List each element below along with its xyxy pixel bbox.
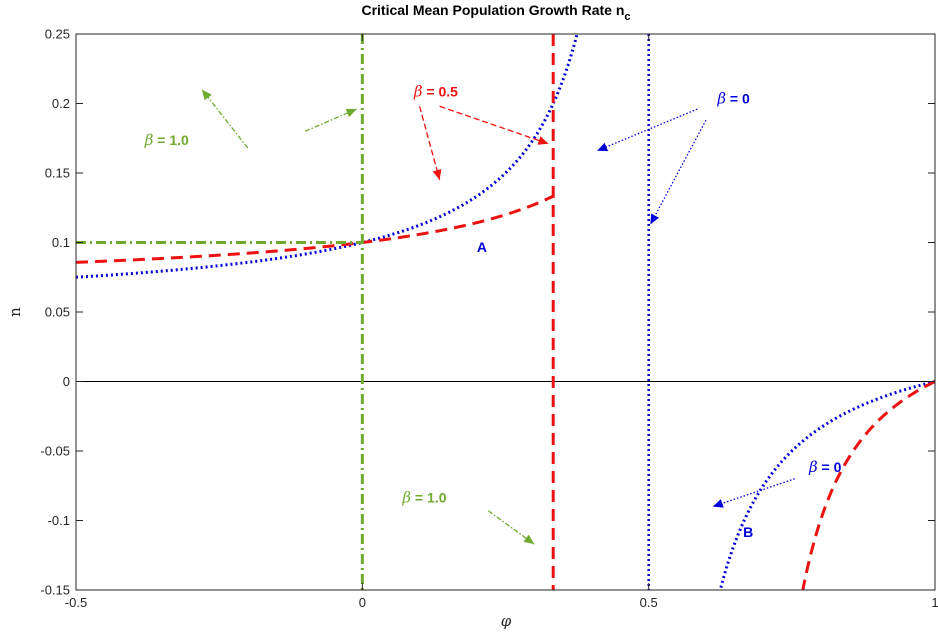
- beta-value: = 0: [726, 91, 750, 107]
- annotation-arrow: [418, 106, 442, 181]
- annotation-arrow: [649, 119, 707, 225]
- x-tick-label: 0.5: [640, 595, 658, 610]
- chart-title-subscript: c: [624, 11, 630, 23]
- arrows-layer: [201, 89, 795, 545]
- curve-beta-0-lower: [718, 380, 935, 590]
- y-tick-label: -0.05: [40, 444, 70, 459]
- beta-symbol: β: [144, 131, 154, 149]
- chart-title-main: Critical Mean Population Growth Rate n: [361, 2, 624, 18]
- x-tick-label: -0.5: [65, 595, 87, 610]
- y-tick-label: 0: [63, 374, 70, 389]
- region-label-b: B: [743, 524, 753, 540]
- annotation-arrow: [201, 89, 249, 149]
- y-tick-label: 0.05: [45, 305, 70, 320]
- y-tick-label: 0.15: [45, 166, 70, 181]
- annotation-arrow: [596, 108, 698, 152]
- x-axis-label: φ: [501, 612, 512, 630]
- beta-symbol: β: [716, 90, 726, 108]
- beta-value: = 0: [818, 459, 842, 475]
- y-axis-label: n: [6, 307, 24, 317]
- beta-label: β = 1.0: [401, 488, 446, 506]
- y-tick-label: 0.1: [52, 235, 70, 250]
- y-tick-label: -0.15: [40, 583, 70, 598]
- beta-value: = 1.0: [411, 489, 447, 505]
- beta-label: β = 0: [716, 90, 750, 108]
- y-tick-label: 0.2: [52, 96, 70, 111]
- plot-frame: [75, 33, 936, 591]
- curve-beta-0-upper: [76, 34, 579, 279]
- annotation-arrow: [304, 108, 357, 132]
- axis-ticks: -0.5 0 0.5 1 -0.15 -0.1 -0.05 0 0.05 0.1 0.15 0.2 0.…: [40, 27, 938, 611]
- annotation-arrow: [487, 510, 535, 545]
- annotation-arrow: [712, 478, 795, 508]
- y-tick-label: 0.25: [45, 27, 70, 42]
- beta-symbol: β: [413, 83, 423, 101]
- annotation-arrow: [439, 105, 549, 145]
- beta-value: = 1.0: [153, 132, 189, 148]
- x-tick-label: 0: [359, 595, 366, 610]
- beta-symbol: β: [401, 488, 411, 506]
- curves-layer: [76, 34, 935, 590]
- curve-beta-0.5-upper: [76, 195, 554, 264]
- chart-title: Critical Mean Population Growth Rate nc: [361, 2, 630, 23]
- annotations-layer: β = 1.0β = 0.5 β = 0Aβ = 1.0β = 0B: [144, 83, 842, 541]
- y-tick-label: -0.1: [48, 513, 70, 528]
- beta-symbol: β: [808, 458, 818, 476]
- beta-label: β = 0.5: [413, 83, 458, 101]
- region-label-a: A: [477, 239, 487, 255]
- x-tick-label: 1: [931, 595, 938, 610]
- curve-beta-0.5-lower: [801, 380, 935, 590]
- beta-label: β = 0: [808, 458, 842, 476]
- beta-label: β = 1.0: [144, 131, 189, 149]
- beta-value: = 0.5: [423, 84, 459, 100]
